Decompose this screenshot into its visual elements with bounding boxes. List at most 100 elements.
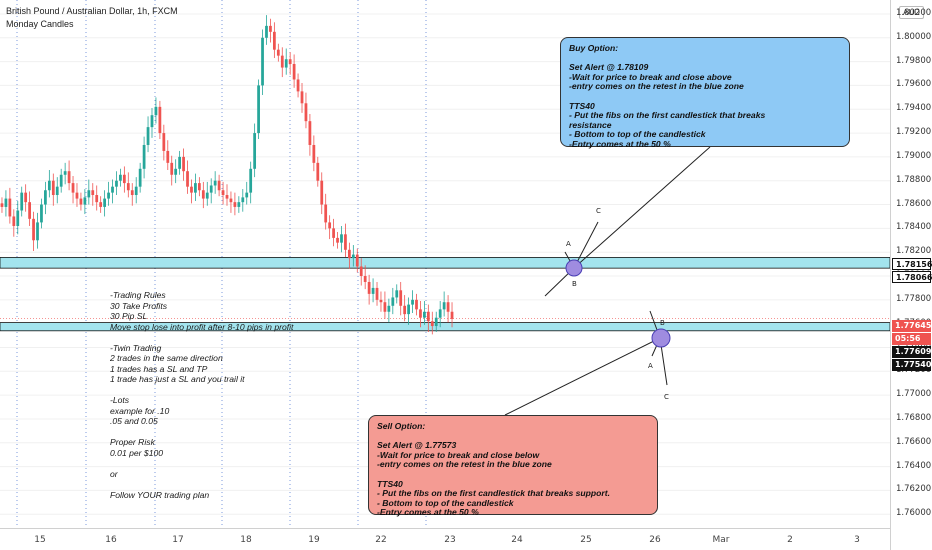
candle-body	[107, 192, 110, 199]
candle-body	[423, 311, 426, 318]
candle-body	[300, 91, 304, 104]
candle-body	[415, 299, 418, 310]
last-price-tag: 1.77645	[892, 320, 931, 332]
candle-body	[367, 281, 371, 294]
candle-body	[28, 202, 31, 219]
time-tick-label: 24	[511, 535, 523, 545]
candle-body	[296, 79, 300, 92]
candle-body	[292, 63, 296, 80]
candle-body	[348, 249, 351, 259]
price-tick-label: 1.76200	[896, 484, 932, 495]
candle-body	[47, 180, 51, 191]
candle-body	[426, 311, 430, 322]
price-tick-label: 1.78400	[896, 222, 932, 233]
candle-body	[308, 121, 312, 145]
candle-body	[280, 55, 284, 68]
support-resistance-zone	[0, 257, 891, 269]
candle-body	[276, 49, 280, 56]
callout-pointer	[504, 337, 661, 416]
price-tick-label: 1.76600	[896, 436, 932, 447]
candle-body	[40, 204, 43, 223]
candle-body	[430, 321, 434, 327]
time-tick-label: 2	[787, 535, 793, 545]
candle-body	[158, 106, 162, 134]
price-tag-level-3: 1.77609	[892, 346, 931, 358]
time-tick-label: 22	[375, 535, 387, 545]
time-tick-label: 23	[444, 535, 456, 545]
candle-body	[12, 216, 16, 226]
candle-body	[178, 156, 182, 169]
candle-body	[205, 192, 209, 199]
time-tick-label: 19	[308, 535, 320, 545]
callout-pointer	[573, 146, 711, 269]
candle-body	[225, 195, 229, 199]
candle-body	[371, 287, 375, 294]
time-tick-label: 15	[34, 535, 46, 545]
candle-body	[272, 31, 276, 50]
currency-button[interactable]: AUD	[899, 6, 924, 19]
candle-body	[194, 183, 197, 193]
symbol-title[interactable]: British Pound / Australian Dollar, 1h, F…	[6, 6, 178, 16]
price-tick-label: 1.79400	[896, 103, 932, 114]
price-tick-label: 1.79200	[896, 127, 932, 138]
candle-body	[201, 190, 205, 199]
candle-body	[71, 183, 75, 193]
candle-body	[395, 290, 399, 298]
candle-body	[87, 190, 91, 198]
candle-body	[419, 309, 422, 318]
candle-body	[119, 174, 122, 181]
price-tick-label: 1.78800	[896, 174, 932, 185]
time-tick-label: Mar	[712, 535, 730, 545]
candle-body	[407, 304, 410, 315]
buy-option-callout[interactable]: Buy Option: Set Alert @ 1.78109 -Wait fo…	[560, 37, 850, 149]
candle-body	[32, 218, 35, 241]
candle-body	[438, 309, 442, 318]
price-tick-label: 1.78200	[896, 246, 932, 257]
candle-body	[257, 85, 260, 134]
candle-body	[340, 234, 343, 243]
candle-body	[442, 302, 446, 310]
price-tag-level-1: 1.78156	[892, 258, 932, 270]
candle-body	[126, 183, 130, 191]
candle-body	[253, 133, 257, 169]
candle-body	[241, 197, 245, 203]
candle-body	[383, 302, 387, 312]
candle-body	[284, 59, 288, 68]
entry-marker	[565, 259, 583, 277]
price-tick-label: 1.80000	[896, 31, 932, 42]
price-chart[interactable]: British Pound / Australian Dollar, 1h, F…	[0, 0, 891, 528]
entry-marker	[651, 328, 671, 348]
price-tick-label: 1.76400	[896, 460, 932, 471]
trading-rules-note[interactable]: -Trading Rules 30 Take Profits 30 Pip SL…	[110, 290, 294, 500]
candle-body	[24, 192, 28, 203]
candle-body	[186, 171, 189, 187]
candle-body	[166, 150, 170, 163]
time-tick-label: 26	[649, 535, 661, 545]
candle-body	[162, 133, 166, 151]
candle-body	[312, 144, 316, 163]
sell-option-callout[interactable]: Sell Option: Set Alert @ 1.77573 -Wait f…	[368, 415, 658, 517]
candle-body	[359, 266, 363, 277]
candle-body	[59, 174, 63, 187]
time-axis[interactable]: 15 16 17 18 19 22 23 24 25 26 Mar 2 3	[0, 528, 890, 550]
candle-body	[63, 171, 67, 175]
candle-body	[351, 254, 355, 259]
candle-body	[190, 186, 193, 193]
candle-body	[0, 203, 4, 207]
candle-body	[138, 168, 142, 187]
price-tick-label: 1.80200	[896, 7, 932, 18]
candle-body	[197, 183, 201, 191]
candle-body	[55, 186, 59, 196]
candle-body	[36, 222, 39, 241]
candle-body	[95, 195, 99, 203]
sell-label-c: C	[664, 393, 669, 401]
candle-body	[304, 103, 308, 122]
candle-body	[434, 317, 438, 327]
price-tick-label: 1.76000	[896, 508, 932, 519]
candle-body	[355, 254, 359, 267]
price-tick-label: 1.77000	[896, 389, 932, 400]
indicator-label[interactable]: Monday Candles	[6, 19, 74, 29]
candlestick-chart[interactable]	[0, 0, 891, 528]
candle-body	[233, 202, 237, 207]
sell-label-b: B	[660, 319, 665, 327]
